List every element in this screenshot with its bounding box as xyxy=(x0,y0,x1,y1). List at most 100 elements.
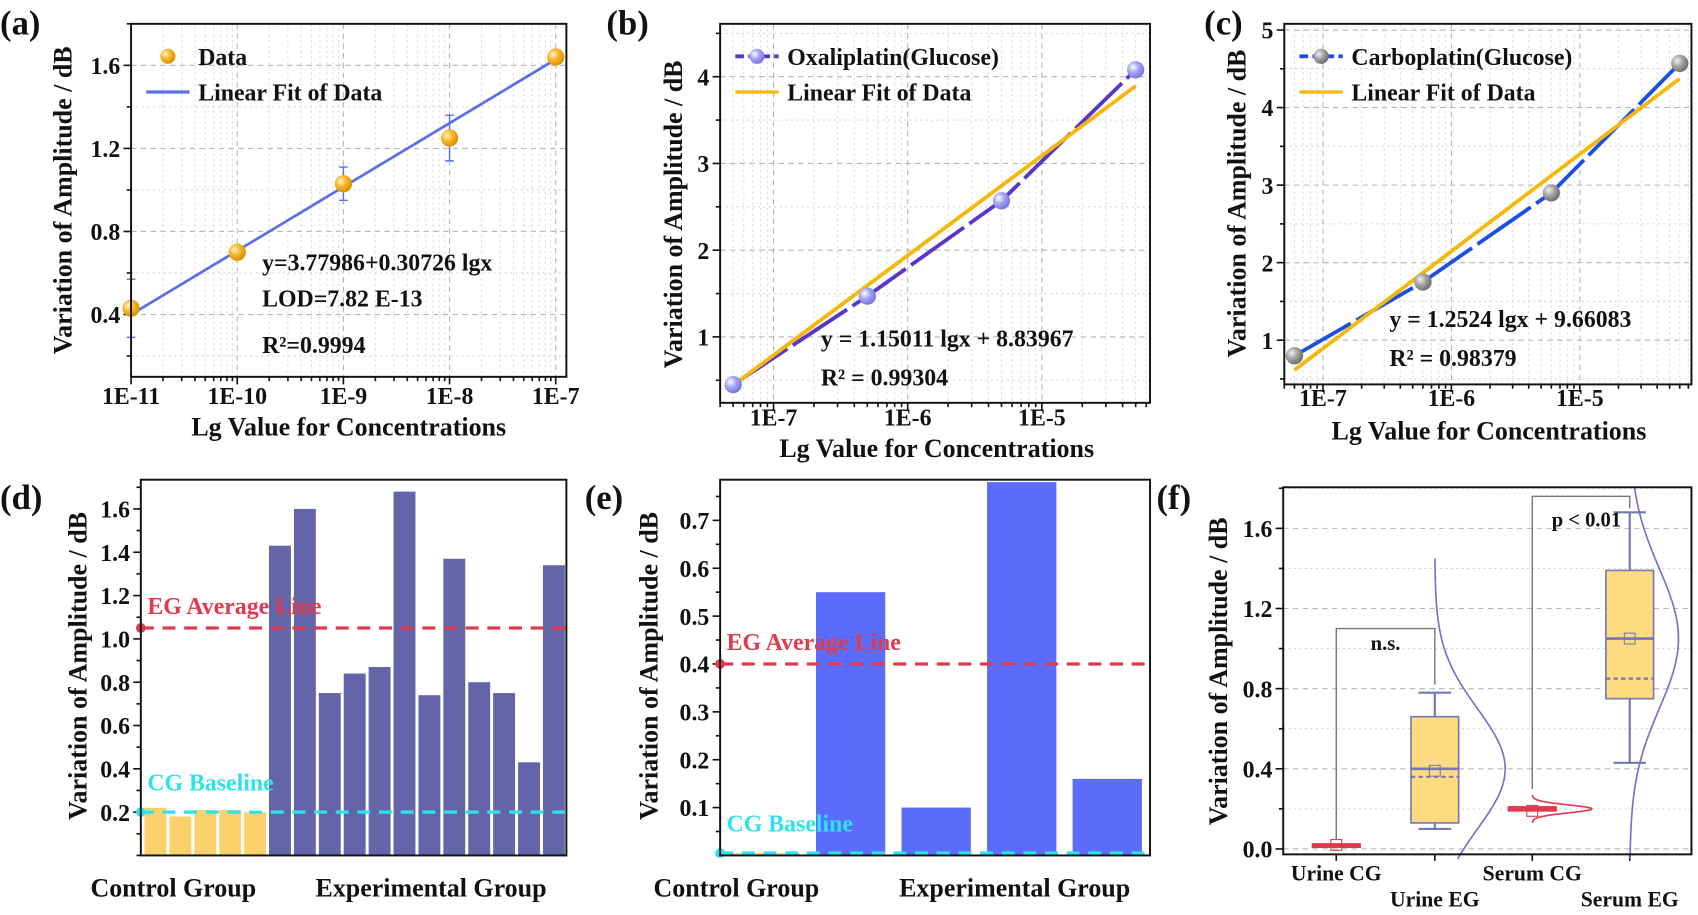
box-iqr xyxy=(1507,806,1557,812)
experimental-bar xyxy=(1072,778,1142,856)
x-tick-label: 1E-8 xyxy=(426,384,474,410)
y-tick-label: 5 xyxy=(1262,19,1274,45)
y-axis-title: Variation of Amplitude / dB xyxy=(1204,517,1233,825)
panel-label: (a) xyxy=(0,5,40,43)
x-tick-label: 1E-11 xyxy=(102,384,160,410)
x-tick-label: 1E-6 xyxy=(884,406,932,432)
category-label: Serum CG xyxy=(1483,861,1582,885)
panel-d: (d) 0.2 0.4 0.6 0.8 1.0 1.2 1.4 1.6 Variation of … xyxy=(0,478,568,903)
y-tick-label: 0.8 xyxy=(90,220,120,246)
distribution-curve xyxy=(1629,488,1680,859)
legend-label: Linear Fit of Data xyxy=(787,81,971,107)
group-label: Experimental Group xyxy=(315,874,546,903)
experimental-bar xyxy=(468,682,491,856)
reference-line-label: CG Baseline xyxy=(727,811,853,837)
legend-label: Carboplatin(Glucose) xyxy=(1351,45,1572,71)
y-tick-label: 0.3 xyxy=(680,701,710,727)
panel-label: (d) xyxy=(0,479,42,517)
experimental-bar xyxy=(343,673,366,856)
y-tick-label: 0.2 xyxy=(680,748,710,774)
control-bar xyxy=(194,809,217,856)
reference-line-label: EG Average Line xyxy=(147,594,321,620)
data-point xyxy=(1542,184,1560,202)
y-tick-label: 0.4 xyxy=(1243,757,1273,783)
x-tick-label: 1E-5 xyxy=(1018,406,1066,432)
control-bar xyxy=(144,807,167,856)
y-tick-label: 0.2 xyxy=(100,801,130,827)
distribution-curve xyxy=(1531,794,1593,824)
panel-label: (f) xyxy=(1157,479,1192,517)
significance-label: n.s. xyxy=(1371,633,1401,655)
y-tick-label: 1.0 xyxy=(100,628,130,654)
y-tick-label: 0.4 xyxy=(680,653,710,679)
experimental-bar xyxy=(269,545,291,856)
y-tick-label: 0.0 xyxy=(1243,838,1273,864)
fit-annotation: LOD=7.82 E-13 xyxy=(262,286,423,312)
y-tick-label: 0.1 xyxy=(680,796,710,822)
significance-bracket xyxy=(1531,495,1631,789)
panel-a: (a) 1E-11 1E-10 1E-9 1E-8 1E-7 0.4 0.8 1.2 1.6 Var… xyxy=(0,5,580,442)
data-point xyxy=(724,375,742,394)
control-bar xyxy=(169,816,192,856)
fit-annotation: y=3.77986+0.30726 lgx xyxy=(262,251,492,277)
box-iqr xyxy=(1311,843,1361,849)
y-axis-title: Variation of Amplitude / dB xyxy=(634,512,663,820)
fit-annotation: R² = 0.98379 xyxy=(1389,346,1516,372)
legend-label: Linear Fit of Data xyxy=(198,81,382,107)
data-point xyxy=(858,287,876,305)
x-axis-title: Lg Value for Concentrations xyxy=(779,434,1094,463)
panel-label: (e) xyxy=(585,479,623,517)
plot-frame xyxy=(130,22,568,378)
fit-annotation: y = 1.2524 lgx + 9.66083 xyxy=(1389,307,1631,333)
experimental-bar xyxy=(901,807,971,856)
fit-line xyxy=(1293,77,1681,372)
plot-frame xyxy=(139,478,568,857)
y-tick-label: 3 xyxy=(1262,174,1274,200)
reference-line-label: EG Average Line xyxy=(727,630,901,656)
y-tick-label: 4 xyxy=(697,65,709,91)
x-axis-title: Lg Value for Concentrations xyxy=(191,412,506,441)
fit-line xyxy=(732,84,1137,387)
panel-label: (b) xyxy=(606,5,648,43)
legend-label: Oxaliplatin(Glucose) xyxy=(787,45,999,71)
box-mean-marker xyxy=(1330,838,1343,851)
y-tick-label: 4 xyxy=(1262,96,1274,122)
y-tick-label: 0.8 xyxy=(1243,677,1273,703)
y-tick-label: 0.4 xyxy=(100,757,130,783)
experimental-bar xyxy=(815,592,886,856)
plot-frame xyxy=(719,22,1152,404)
plot-frame xyxy=(719,478,1152,857)
box-mean-marker xyxy=(1428,764,1441,777)
y-tick-label: 1.6 xyxy=(90,54,120,80)
panel-c: (c) 1E-7 1E-6 1E-5 1 2 3 4 5 Variation of Amplitu… xyxy=(1204,5,1693,446)
group-label: Experimental Group xyxy=(899,874,1130,903)
box-whisker xyxy=(1613,511,1646,764)
x-axis-title: Lg Value for Concentrations xyxy=(1332,417,1647,446)
plot-frame xyxy=(1283,22,1693,386)
y-tick-label: 1.4 xyxy=(100,541,130,567)
control-bar xyxy=(219,809,242,856)
data-point xyxy=(228,243,246,261)
data-point xyxy=(1414,273,1432,291)
significance-bracket xyxy=(1335,627,1436,839)
distribution-curve xyxy=(1434,558,1507,860)
experimental-bar xyxy=(443,558,466,856)
y-tick-label: 2 xyxy=(1262,251,1274,277)
y-axis-title: Variation of Amplitude / dB xyxy=(64,512,93,820)
experimental-bar xyxy=(368,667,391,856)
experimental-bar xyxy=(987,482,1057,856)
fit-annotation: R² = 0.99304 xyxy=(821,365,948,391)
panel-label: (c) xyxy=(1204,5,1242,43)
x-tick-label: 1E-6 xyxy=(1428,386,1476,412)
box-whisker xyxy=(1418,691,1452,830)
y-tick-label: 0.8 xyxy=(100,671,130,697)
panel-b: (b) 1E-7 1E-6 1E-5 1 2 3 4 Variation of Amplitud… xyxy=(606,5,1152,463)
y-tick-label: 0.5 xyxy=(680,605,710,631)
x-tick-label: 1E-10 xyxy=(207,384,267,410)
experimental-bar xyxy=(293,508,316,856)
data-point xyxy=(1126,61,1145,79)
y-tick-label: 1.2 xyxy=(1243,597,1273,623)
y-tick-label: 1.6 xyxy=(100,498,130,524)
experimental-bar xyxy=(518,762,540,856)
